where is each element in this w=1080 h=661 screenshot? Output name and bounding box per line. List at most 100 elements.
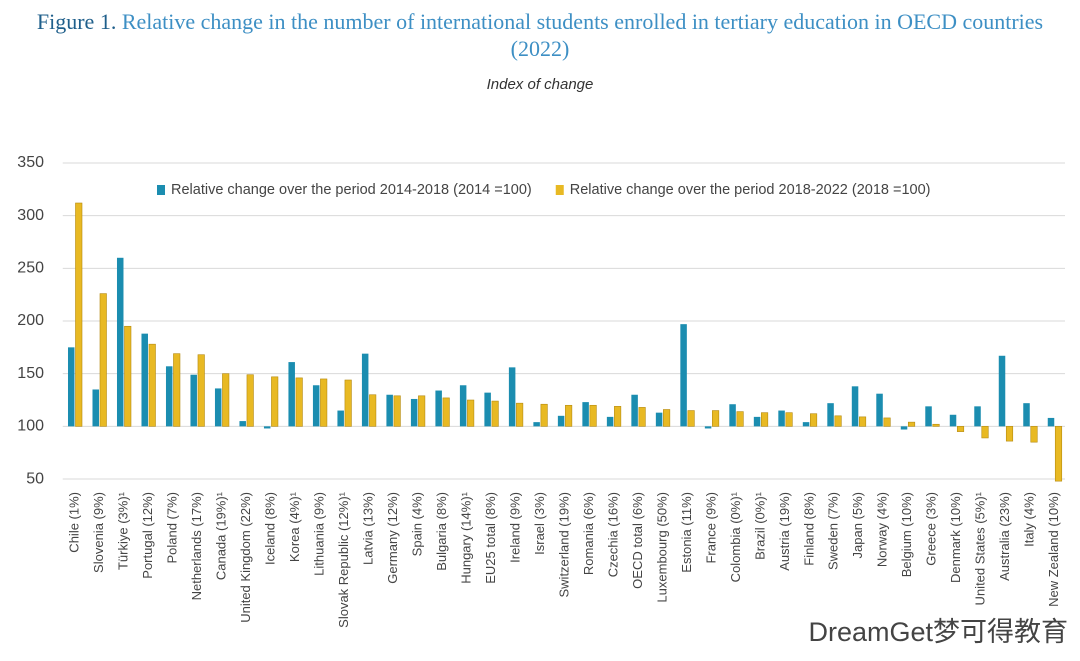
bar xyxy=(540,403,548,427)
x-tick-label: Luxembourg (50%) xyxy=(654,492,669,603)
x-tick-label: Denmark (10%) xyxy=(948,492,963,583)
bar xyxy=(998,355,1006,427)
x-tick-label: Poland (7%) xyxy=(164,492,179,564)
bar xyxy=(907,421,916,427)
x-tick-label: Netherlands (17%) xyxy=(189,492,204,600)
bar xyxy=(99,293,107,427)
bar xyxy=(337,410,344,427)
bar xyxy=(75,202,83,427)
bar xyxy=(704,426,712,429)
bar xyxy=(761,412,769,427)
y-tick-label: 150 xyxy=(17,365,44,382)
bar xyxy=(165,366,173,427)
x-tick-label: Iceland (8%) xyxy=(262,492,277,565)
x-tick-label: Bulgaria (8%) xyxy=(434,492,449,571)
bar xyxy=(925,406,932,427)
bar xyxy=(197,354,205,427)
bar xyxy=(753,416,761,427)
bar xyxy=(1047,417,1055,427)
x-tick-label: Sweden (7%) xyxy=(826,492,841,570)
bar xyxy=(418,395,426,427)
bar xyxy=(631,394,638,427)
x-tick-label: Norway (4%) xyxy=(875,492,890,567)
x-tick-label: Colombia (0%)¹ xyxy=(728,491,743,582)
bar xyxy=(263,426,271,429)
bar xyxy=(900,426,908,430)
x-tick-label: Romania (6%) xyxy=(581,492,596,575)
bar xyxy=(369,394,377,427)
bar xyxy=(785,412,793,427)
bar xyxy=(949,414,957,427)
title-prefix: Figure 1. xyxy=(36,9,117,34)
bar xyxy=(116,257,124,427)
bar xyxy=(459,385,467,427)
bar xyxy=(1005,426,1014,442)
x-tick-label: Austria (19%) xyxy=(777,492,792,571)
x-tick-label: OECD total (6%) xyxy=(630,492,645,589)
bar xyxy=(410,398,418,427)
x-tick-label: Switzerland (19%) xyxy=(556,492,571,598)
bar xyxy=(484,392,491,427)
bar xyxy=(1054,426,1063,482)
bar xyxy=(582,402,589,427)
legend-swatch xyxy=(157,185,165,195)
bar xyxy=(508,367,516,427)
legend-label: Relative change over the period 2014-201… xyxy=(171,182,532,198)
x-tick-label: Canada (19%)¹ xyxy=(213,491,228,580)
bar xyxy=(491,400,499,427)
x-tick-label: France (9%) xyxy=(703,492,718,564)
bar xyxy=(956,426,965,432)
bar xyxy=(974,406,981,427)
bar xyxy=(851,386,859,427)
x-tick-label: Italy (4%) xyxy=(1022,492,1037,547)
bar xyxy=(173,353,181,427)
y-tick-label: 300 xyxy=(17,207,44,224)
x-tick-label: Spain (4%) xyxy=(409,492,424,556)
bar xyxy=(320,378,328,427)
bar xyxy=(271,376,279,427)
x-tick-label: Ireland (9%) xyxy=(507,492,522,563)
bar xyxy=(736,411,744,427)
bar xyxy=(239,421,246,427)
bar xyxy=(533,422,540,427)
bar xyxy=(638,407,646,427)
x-tick-label: Belgium (10%) xyxy=(899,492,914,577)
chart-subtitle: Index of change xyxy=(486,76,594,93)
bar xyxy=(712,410,720,427)
x-tick-label: Türkiye (3%)¹ xyxy=(115,491,130,570)
bar xyxy=(214,388,222,427)
y-tick-label: 350 xyxy=(17,154,44,171)
bar xyxy=(516,402,524,427)
bar xyxy=(1030,426,1038,443)
bar xyxy=(386,394,393,427)
watermark: DreamGet梦可得教育 xyxy=(808,617,1068,647)
bar xyxy=(246,374,254,427)
bar xyxy=(680,324,687,427)
y-tick-label: 200 xyxy=(17,312,44,329)
x-tick-label: EU25 total (8%) xyxy=(483,492,498,584)
x-tick-label: Czechia (16%) xyxy=(605,492,620,577)
x-tick-label: Finland (8%) xyxy=(801,492,816,566)
bar xyxy=(663,409,671,427)
x-tick-label: Germany (12%) xyxy=(385,492,400,584)
bar xyxy=(655,412,663,427)
bar xyxy=(361,353,369,427)
x-tick-label: Portugal (12%) xyxy=(140,492,155,579)
bar xyxy=(344,379,352,427)
bar xyxy=(606,416,614,427)
bar xyxy=(614,406,622,427)
bar xyxy=(834,415,842,427)
bar xyxy=(312,385,320,427)
y-tick-label: 250 xyxy=(17,260,44,277)
y-tick-label: 50 xyxy=(26,470,44,487)
x-tick-label: Slovak Republic (12%)¹ xyxy=(336,491,351,628)
bar xyxy=(148,343,156,427)
x-tick-label: Lithuania (9%) xyxy=(311,492,326,576)
x-tick-label: Hungary (14%)¹ xyxy=(458,491,473,583)
bar xyxy=(190,374,197,427)
chart-title: Figure 1. Relative change in the number … xyxy=(10,8,1070,62)
bar xyxy=(124,325,132,427)
bar xyxy=(141,333,148,427)
y-tick-label: 100 xyxy=(17,418,44,435)
